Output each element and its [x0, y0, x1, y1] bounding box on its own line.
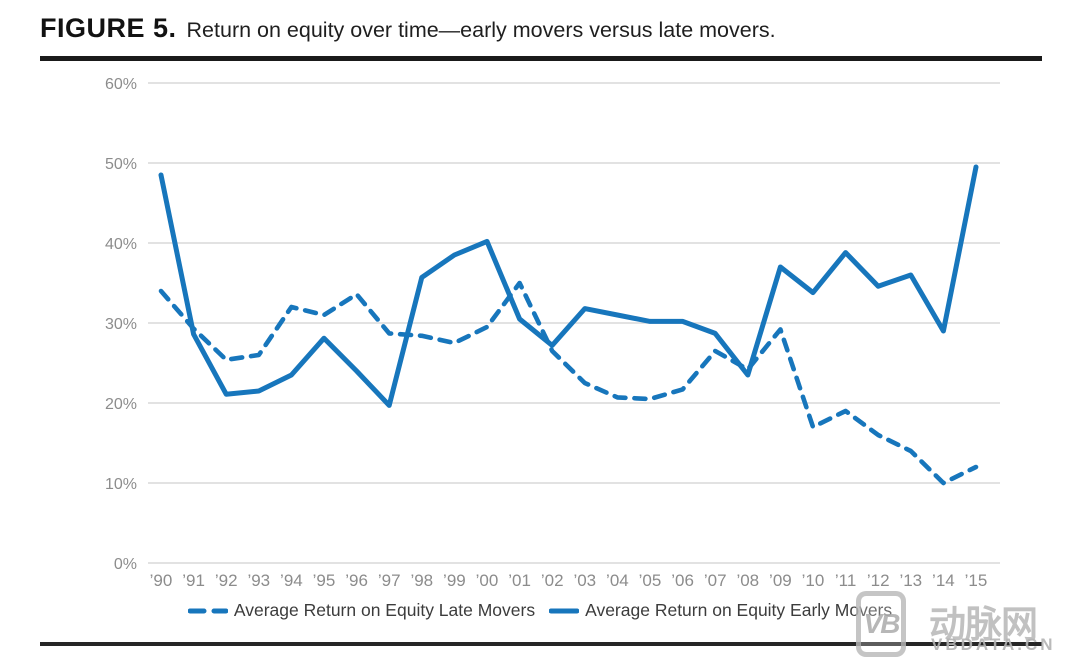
x-tick-label-22: ’12: [867, 571, 890, 590]
early-movers-line: [158, 164, 979, 408]
legend-label-early-movers: Average Return on Equity Early Movers: [585, 600, 893, 620]
x-tick-label-0: ’90: [150, 571, 173, 590]
x-tick-label-2: ’92: [215, 571, 238, 590]
x-tick-label-1: ’91: [182, 571, 205, 590]
x-tick-label-18: ’08: [736, 571, 759, 590]
x-tick-label-23: ’13: [899, 571, 922, 590]
x-axis-tick-labels: ’90 ’91 ’92 ’93 ’94 ’95 ’96 ’97 ’98 ’99 ’00 ’01 ’02 ’…: [150, 571, 988, 590]
x-tick-label-6: ’96: [345, 571, 368, 590]
chart-legend: Average Return on Equity Late Movers Ave…: [0, 600, 1080, 621]
x-tick-label-14: ’04: [606, 571, 629, 590]
late-movers-line: [158, 280, 979, 486]
y-tick-label-0: 0%: [114, 556, 137, 573]
x-tick-label-25: ’15: [965, 571, 988, 590]
x-tick-label-4: ’94: [280, 571, 303, 590]
x-tick-label-5: ’95: [313, 571, 336, 590]
legend-label-late-movers: Average Return on Equity Late Movers: [233, 600, 536, 620]
figure-title: FIGURE 5. Return on equity over time—earl…: [40, 13, 1040, 44]
y-tick-label-40: 40%: [105, 236, 137, 253]
y-axis-tick-labels: 0% 10% 20% 30% 40% 50% 60%: [105, 76, 137, 573]
y-tick-label-60: 60%: [105, 76, 137, 93]
bottom-divider-rule: [40, 642, 1042, 646]
x-tick-label-10: ’00: [476, 571, 499, 590]
x-tick-label-21: ’11: [835, 571, 856, 590]
legend-item-early-movers: Average Return on Equity Early Movers: [549, 600, 892, 621]
solid-line-icon: [549, 608, 580, 613]
dashed-line-icon: [187, 608, 228, 613]
x-tick-label-20: ’10: [802, 571, 825, 590]
x-tick-label-7: ’97: [378, 571, 401, 590]
x-tick-label-13: ’03: [573, 571, 596, 590]
y-tick-label-10: 10%: [105, 476, 137, 493]
figure-number-label: FIGURE 5.: [40, 13, 177, 43]
x-tick-label-12: ’02: [541, 571, 564, 590]
x-tick-label-16: ’06: [671, 571, 694, 590]
x-tick-label-3: ’93: [247, 571, 270, 590]
x-tick-label-24: ’14: [932, 571, 955, 590]
figure-caption: Return on equity over time—early movers …: [186, 18, 776, 42]
x-tick-label-17: ’07: [704, 571, 727, 590]
legend-item-late-movers: Average Return on Equity Late Movers: [187, 600, 536, 621]
y-tick-label-30: 30%: [105, 316, 137, 333]
x-tick-label-8: ’98: [410, 571, 433, 590]
x-tick-label-9: ’99: [443, 571, 466, 590]
x-tick-label-11: ’01: [508, 571, 531, 590]
x-tick-label-19: ’09: [769, 571, 792, 590]
y-tick-label-20: 20%: [105, 396, 137, 413]
x-tick-label-15: ’05: [639, 571, 662, 590]
y-tick-label-50: 50%: [105, 156, 137, 173]
title-divider-rule: [40, 56, 1042, 61]
